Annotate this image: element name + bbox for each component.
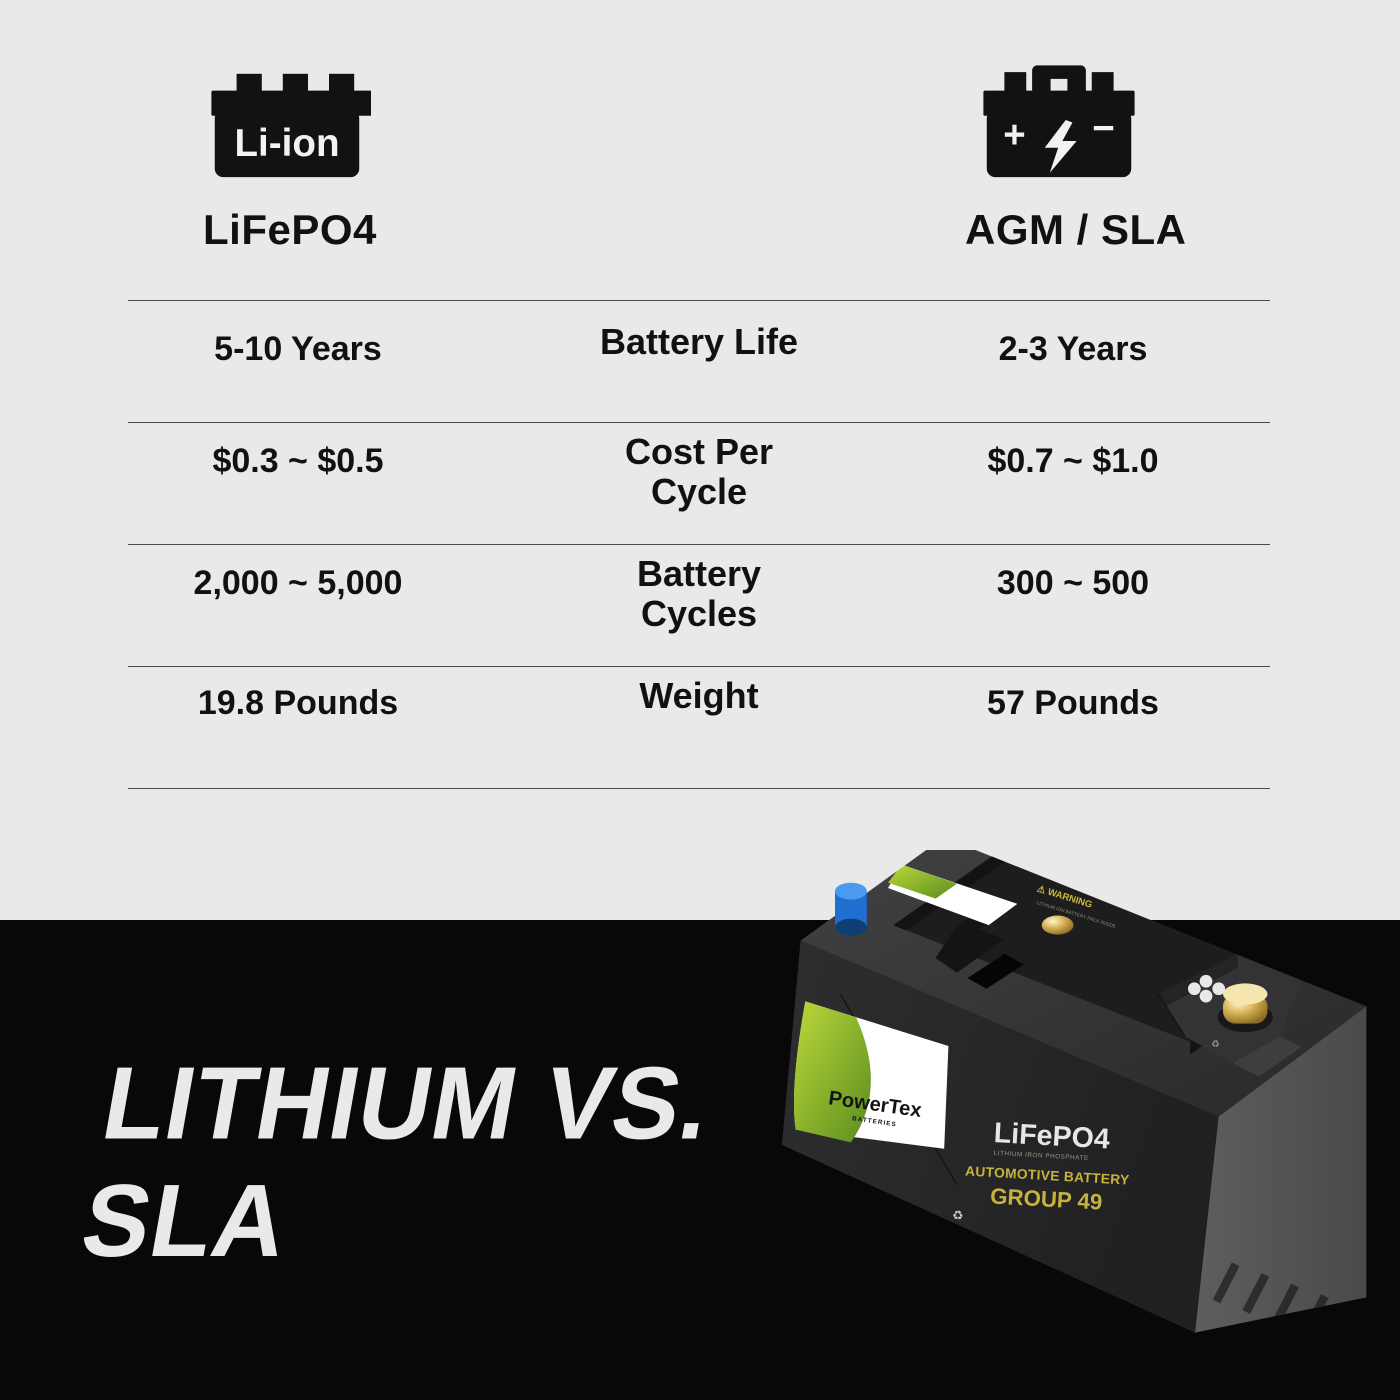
svg-text:Li-ion: Li-ion (234, 122, 339, 165)
svg-text:♻: ♻ (1211, 1039, 1220, 1050)
svg-text:♻: ♻ (952, 1207, 964, 1223)
svg-text:+: + (1003, 114, 1026, 157)
svg-text:−: − (1092, 107, 1115, 150)
